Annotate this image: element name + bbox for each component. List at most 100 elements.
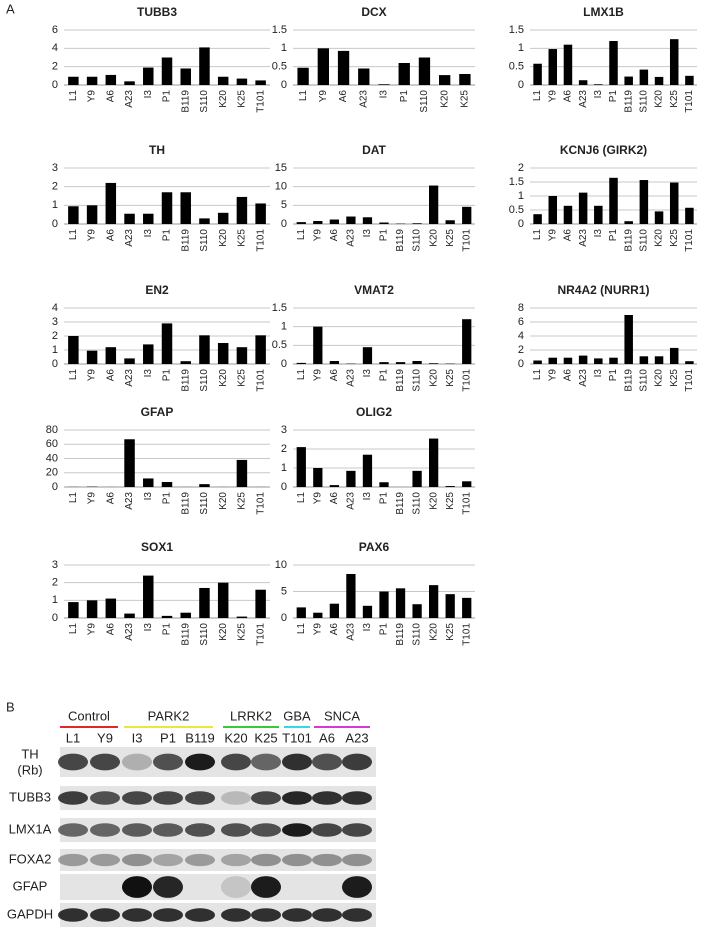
bar — [533, 63, 542, 85]
bar — [429, 438, 439, 487]
lane-label: L1 — [66, 730, 80, 745]
bar — [329, 485, 339, 487]
blot-band — [153, 753, 183, 771]
y-tick-label: 20 — [46, 467, 58, 479]
bar — [68, 76, 79, 85]
blot-band — [251, 753, 281, 771]
x-tick-label: P1 — [608, 90, 619, 103]
x-tick-label: P1 — [162, 623, 173, 636]
blot-band — [282, 791, 312, 805]
blot-band — [221, 908, 251, 922]
y-tick-label: 40 — [46, 452, 58, 464]
bar — [685, 361, 694, 364]
bar — [217, 212, 229, 224]
bar — [199, 47, 210, 85]
bar — [462, 597, 472, 618]
x-tick-label: I3 — [593, 90, 604, 99]
x-tick-label: Y9 — [312, 369, 323, 382]
bar — [548, 49, 558, 85]
blot-band — [90, 823, 120, 837]
bar — [105, 598, 117, 618]
bar — [161, 57, 173, 85]
x-tick-label: S110 — [412, 623, 423, 646]
bar — [68, 206, 79, 224]
y-tick-label: 0 — [281, 358, 287, 370]
bar — [429, 363, 439, 364]
x-tick-label: L1 — [68, 492, 79, 504]
x-tick-label: I3 — [362, 229, 373, 238]
bar — [124, 213, 135, 224]
y-tick-label: 5 — [281, 585, 287, 597]
bar — [609, 357, 618, 364]
bar — [429, 585, 439, 618]
x-tick-label: I3 — [143, 623, 154, 632]
blot-band — [90, 908, 120, 922]
x-tick-label: K20 — [654, 369, 665, 387]
x-tick-label: P1 — [608, 369, 619, 382]
bar — [412, 604, 422, 618]
x-tick-label: A23 — [124, 492, 135, 510]
x-tick-label: I3 — [379, 90, 390, 99]
blot-band — [221, 853, 251, 867]
y-tick-label: 0 — [52, 358, 58, 370]
x-tick-label: K25 — [445, 492, 456, 510]
bar — [236, 78, 248, 85]
bar — [68, 602, 79, 618]
bar — [669, 39, 679, 85]
y-tick-label: 2 — [52, 61, 58, 73]
bar — [297, 67, 309, 85]
chart-title: DCX — [361, 5, 386, 19]
y-tick-label: 2 — [52, 330, 58, 342]
y-tick-label: 1.5 — [272, 24, 287, 36]
bar — [217, 76, 229, 85]
group-label: Control — [68, 708, 110, 723]
x-tick-label: S110 — [639, 90, 650, 113]
x-tick-label: A6 — [105, 90, 116, 103]
group-label: GBA — [283, 708, 311, 723]
bar — [398, 63, 410, 85]
blot-band — [312, 853, 342, 867]
x-tick-label: S110 — [639, 229, 650, 252]
bar — [445, 220, 455, 224]
bar — [362, 454, 373, 487]
bar — [180, 612, 191, 618]
x-tick-label: B119 — [180, 623, 191, 646]
x-tick-label: Y9 — [318, 90, 329, 103]
blot-band — [58, 908, 88, 922]
y-tick-label: 6 — [518, 316, 524, 328]
x-tick-label: I3 — [143, 90, 154, 99]
bar — [68, 336, 79, 364]
bar — [563, 357, 573, 364]
x-tick-label: K20 — [218, 369, 229, 387]
x-tick-label: P1 — [162, 90, 173, 103]
y-tick-label: 0 — [518, 358, 524, 370]
y-tick-label: 1 — [52, 199, 58, 211]
y-tick-label: 1 — [52, 344, 58, 356]
lane-label: A6 — [319, 730, 335, 745]
chart-title: OLIG2 — [356, 405, 392, 419]
x-tick-label: P1 — [162, 229, 173, 242]
x-tick-label: L1 — [68, 369, 79, 381]
bar — [669, 347, 679, 364]
row-label: GAPDH — [7, 906, 53, 921]
x-tick-label: A23 — [578, 90, 589, 108]
bar — [217, 343, 229, 364]
y-tick-label: 1 — [281, 321, 287, 333]
x-tick-label: Y9 — [87, 623, 98, 636]
x-tick-label: K20 — [428, 369, 439, 387]
y-tick-label: 2 — [52, 181, 58, 193]
bar — [161, 323, 173, 364]
x-tick-label: A23 — [124, 369, 135, 387]
x-tick-label: K25 — [445, 623, 456, 641]
x-tick-label: A23 — [124, 229, 135, 247]
bar — [654, 76, 664, 85]
chart-title: LMX1B — [583, 5, 624, 19]
bar — [548, 196, 558, 224]
x-tick-label: T101 — [255, 369, 266, 392]
blot-band — [312, 908, 342, 922]
x-tick-label: P1 — [379, 369, 390, 382]
x-tick-label: K25 — [460, 90, 471, 108]
bar — [329, 603, 339, 618]
y-tick-label: 0 — [518, 79, 524, 91]
blot-band — [58, 753, 88, 771]
